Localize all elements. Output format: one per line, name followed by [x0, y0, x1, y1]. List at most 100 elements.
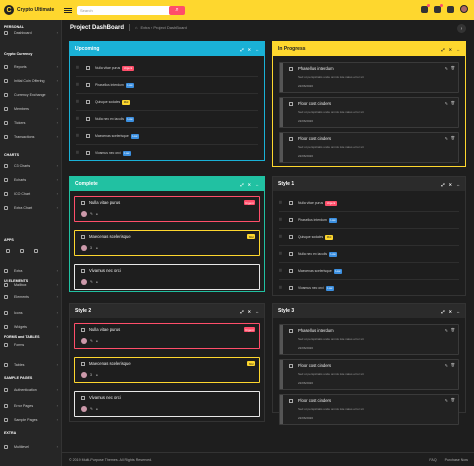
task-checkbox[interactable] — [81, 269, 85, 273]
expand-icon[interactable]: ⤢ — [240, 308, 244, 314]
task-checkbox[interactable] — [81, 396, 85, 400]
edit-icon[interactable]: ✎ — [444, 398, 448, 403]
task-card[interactable]: Floor cost cinders Sed ut perspiciatis un… — [279, 394, 459, 425]
move-icon[interactable]: ↔ — [255, 46, 259, 52]
close-icon[interactable]: ✕ — [448, 181, 452, 187]
close-icon[interactable]: ✕ — [448, 308, 452, 314]
drag-handle-icon[interactable]: ⠿ — [279, 217, 282, 222]
task-checkbox[interactable] — [81, 201, 85, 205]
task-checkbox[interactable] — [289, 218, 293, 222]
task-card[interactable]: Maecenas scelerisque Mid 3 ● — [74, 230, 260, 256]
move-icon[interactable]: ↔ — [255, 181, 259, 187]
drag-handle-icon[interactable]: ⠿ — [279, 268, 282, 273]
gift-icon[interactable] — [421, 3, 430, 13]
task-checkbox[interactable] — [289, 399, 293, 403]
sidebar-item-mailbox[interactable]: Mailbox › — [4, 280, 58, 289]
app-logo[interactable]: C Crypto Ultimate — [0, 5, 58, 15]
task-checkbox[interactable] — [289, 269, 293, 273]
task-checkbox[interactable] — [289, 252, 293, 256]
sidebar-item-extra[interactable]: Extra › — [4, 266, 58, 275]
task-card[interactable]: Floor cost cinders Sed ut perspiciatis un… — [279, 359, 459, 390]
drag-handle-icon[interactable]: ⠿ — [76, 116, 79, 121]
settings-icon[interactable] — [6, 249, 10, 253]
task-card[interactable]: Vivamus nec orci ✎ ● — [74, 391, 260, 417]
task-checkbox[interactable] — [86, 117, 90, 121]
sidebar-item-c3-charts[interactable]: C3 Charts › — [4, 161, 58, 170]
task-checkbox[interactable] — [81, 328, 85, 332]
task-checkbox[interactable] — [86, 151, 90, 155]
task-checkbox[interactable] — [289, 329, 293, 333]
delete-icon[interactable]: 🗑 — [450, 101, 455, 105]
expand-icon[interactable]: ⤢ — [441, 181, 445, 187]
menu-toggle-icon[interactable] — [64, 7, 72, 13]
chevron-right-icon[interactable]: › — [457, 24, 466, 33]
drag-handle-icon[interactable]: ⠿ — [279, 285, 282, 290]
drag-handle-icon[interactable]: ⠿ — [76, 133, 79, 138]
sidebar-item-widgets[interactable]: Widgets › — [4, 322, 58, 331]
task-checkbox[interactable] — [86, 134, 90, 138]
task-card[interactable]: Phasellus interdum Sed ut perspiciatis un… — [279, 62, 459, 93]
search-button[interactable]: ⌕ — [169, 5, 185, 15]
sidebar-item-reports[interactable]: Reports › — [4, 62, 58, 71]
move-icon[interactable]: ↔ — [456, 181, 460, 187]
task-checkbox[interactable] — [289, 102, 293, 106]
close-icon[interactable]: ✕ — [247, 46, 251, 52]
mail-icon[interactable] — [20, 249, 24, 253]
sidebar-item-multilevel[interactable]: Multilevel › — [4, 442, 58, 451]
sidebar-item-icons[interactable]: Icons › — [4, 308, 58, 317]
close-icon[interactable]: ✕ — [448, 46, 452, 52]
sidebar-item-echarts[interactable]: Echarts › — [4, 175, 58, 184]
task-card[interactable]: Floor cost cinders Sed ut perspiciatis un… — [279, 132, 459, 163]
bell-icon[interactable] — [434, 3, 443, 13]
search-input[interactable]: Search — [77, 5, 172, 15]
drag-handle-icon[interactable]: ⠿ — [76, 65, 79, 70]
task-checkbox[interactable] — [86, 100, 90, 104]
edit-icon[interactable]: ✎ — [444, 101, 448, 106]
delete-icon[interactable]: 🗑 — [450, 398, 455, 402]
avatar[interactable] — [460, 5, 468, 13]
breadcrumb-home[interactable]: ⌂ — [135, 25, 138, 30]
settings-icon[interactable] — [447, 5, 454, 13]
sidebar-item-dashboard[interactable]: Dashboard › — [4, 28, 58, 37]
footer-link-faq[interactable]: FAQ — [429, 458, 437, 462]
expand-icon[interactable]: ⤢ — [441, 46, 445, 52]
edit-icon[interactable]: ✎ — [444, 363, 448, 368]
sidebar-item-elements[interactable]: Elements › — [4, 292, 58, 301]
expand-icon[interactable]: ⤢ — [441, 308, 445, 314]
sidebar-item-tables[interactable]: Tables › — [4, 360, 58, 369]
close-icon[interactable]: ✕ — [247, 181, 251, 187]
sidebar-item-currency-exchange[interactable]: Currency Exchange › — [4, 90, 58, 99]
task-card[interactable]: Maecenas scelerisque Mid 3 ● — [74, 357, 260, 383]
close-icon[interactable]: ✕ — [247, 308, 251, 314]
move-icon[interactable]: ↔ — [456, 308, 460, 314]
drag-handle-icon[interactable]: ⠿ — [76, 150, 79, 155]
task-checkbox[interactable] — [81, 235, 85, 239]
task-checkbox[interactable] — [289, 201, 293, 205]
task-checkbox[interactable] — [289, 137, 293, 141]
sidebar-item-sample-pages[interactable]: Sample Pages › — [4, 415, 58, 424]
drag-handle-icon[interactable]: ⠿ — [76, 82, 79, 87]
sidebar-item-members[interactable]: Members › — [4, 104, 58, 113]
task-card[interactable]: Vivamus nec orci ✎ ● — [74, 264, 260, 290]
sidebar-item-initial-coin-offering[interactable]: Initial Coin Offering › — [4, 76, 58, 85]
task-card[interactable]: Floor cost cinders Sed ut perspiciatis un… — [279, 97, 459, 128]
delete-icon[interactable]: 🗑 — [450, 136, 455, 140]
task-card[interactable]: Nulla vitae purus Urgent ✎ ● — [74, 323, 260, 349]
task-checkbox[interactable] — [81, 362, 85, 366]
drag-handle-icon[interactable]: ⠿ — [279, 251, 282, 256]
task-checkbox[interactable] — [86, 66, 90, 70]
sidebar-item-ico-chart[interactable]: ICO Chart › — [4, 189, 58, 198]
task-checkbox[interactable] — [289, 286, 293, 290]
delete-icon[interactable]: 🗑 — [450, 328, 455, 332]
edit-icon[interactable]: ✎ — [444, 66, 448, 71]
sidebar-item-tickers[interactable]: Tickers › — [4, 118, 58, 127]
task-checkbox[interactable] — [289, 67, 293, 71]
edit-icon[interactable]: ✎ — [444, 328, 448, 333]
drag-handle-icon[interactable]: ⠿ — [279, 234, 282, 239]
task-checkbox[interactable] — [289, 364, 293, 368]
drag-handle-icon[interactable]: ⠿ — [279, 200, 282, 205]
sidebar-item-error-pages[interactable]: Error Pages › — [4, 401, 58, 410]
task-card[interactable]: Phasellus interdum Sed ut perspiciatis un… — [279, 324, 459, 355]
footer-link-purchase[interactable]: Purchase Now — [444, 458, 468, 462]
sidebar-item-authentication[interactable]: Authentication › — [4, 385, 58, 394]
